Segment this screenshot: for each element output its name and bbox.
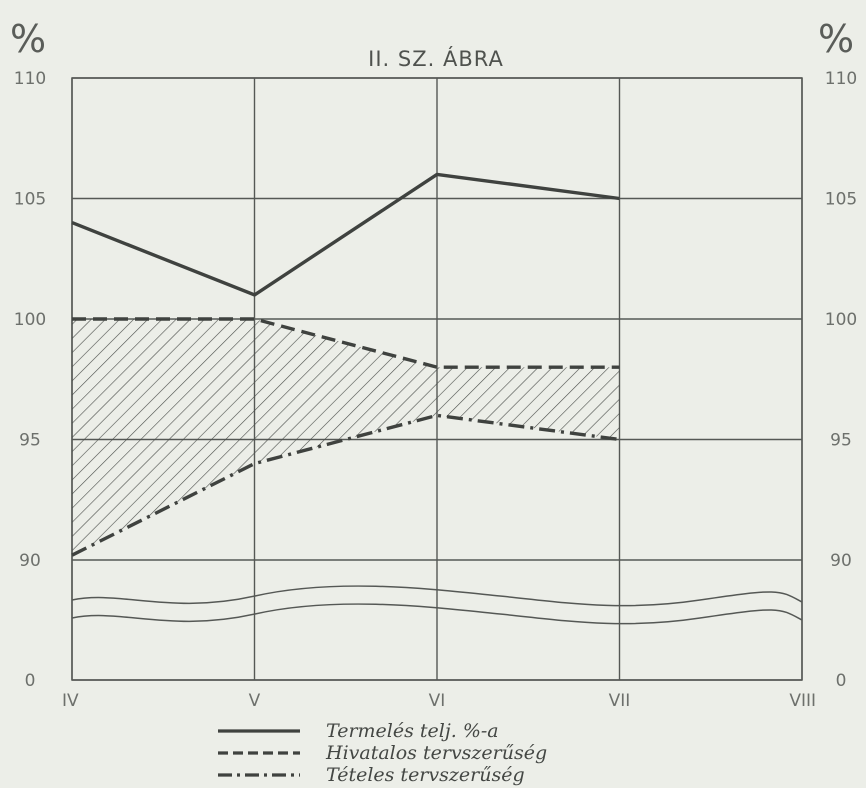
y-ticks-left: 110 105 100 95 90 0 <box>14 69 46 691</box>
y-tick-left-0: 0 <box>25 671 36 691</box>
y-tick-left-105: 105 <box>14 190 46 210</box>
chart-title: II. SZ. ÁBRA <box>368 46 504 71</box>
series-line-3 <box>71 413 620 557</box>
y-ticks-right: 110 105 100 95 90 0 <box>825 69 857 691</box>
y-tick-right-90: 90 <box>830 551 852 571</box>
y-tick-left-90: 90 <box>19 551 41 571</box>
y-tick-right-100: 100 <box>825 310 857 330</box>
unit-label-right: % <box>818 17 854 61</box>
x-tick-VIII: VIII <box>789 691 816 711</box>
y-tick-right-95: 95 <box>830 431 852 451</box>
series-layer <box>71 172 620 557</box>
axis-break <box>71 585 803 625</box>
legend-label-2: Hivatalos tervszerűség <box>325 742 547 764</box>
y-tick-right-105: 105 <box>825 190 857 210</box>
y-tick-left-100: 100 <box>14 310 46 330</box>
x-tick-VII: VII <box>609 691 631 711</box>
y-tick-right-110: 110 <box>825 69 857 89</box>
x-ticks: IV V VI VII VIII <box>62 691 816 711</box>
x-tick-VI: VI <box>429 691 446 711</box>
y-tick-left-110: 110 <box>14 69 46 89</box>
legend-label-3: Tételes tervszerűség <box>326 764 525 786</box>
series-line-1 <box>71 172 620 297</box>
x-tick-V: V <box>249 691 261 711</box>
legend-label-1: Termelés telj. %-a <box>326 720 499 742</box>
x-tick-IV: IV <box>62 691 79 711</box>
unit-label-left: % <box>10 17 46 61</box>
y-tick-left-95: 95 <box>19 431 41 451</box>
y-tick-right-0: 0 <box>836 671 847 691</box>
series-line-2 <box>72 317 620 369</box>
hatched-region <box>72 319 620 556</box>
